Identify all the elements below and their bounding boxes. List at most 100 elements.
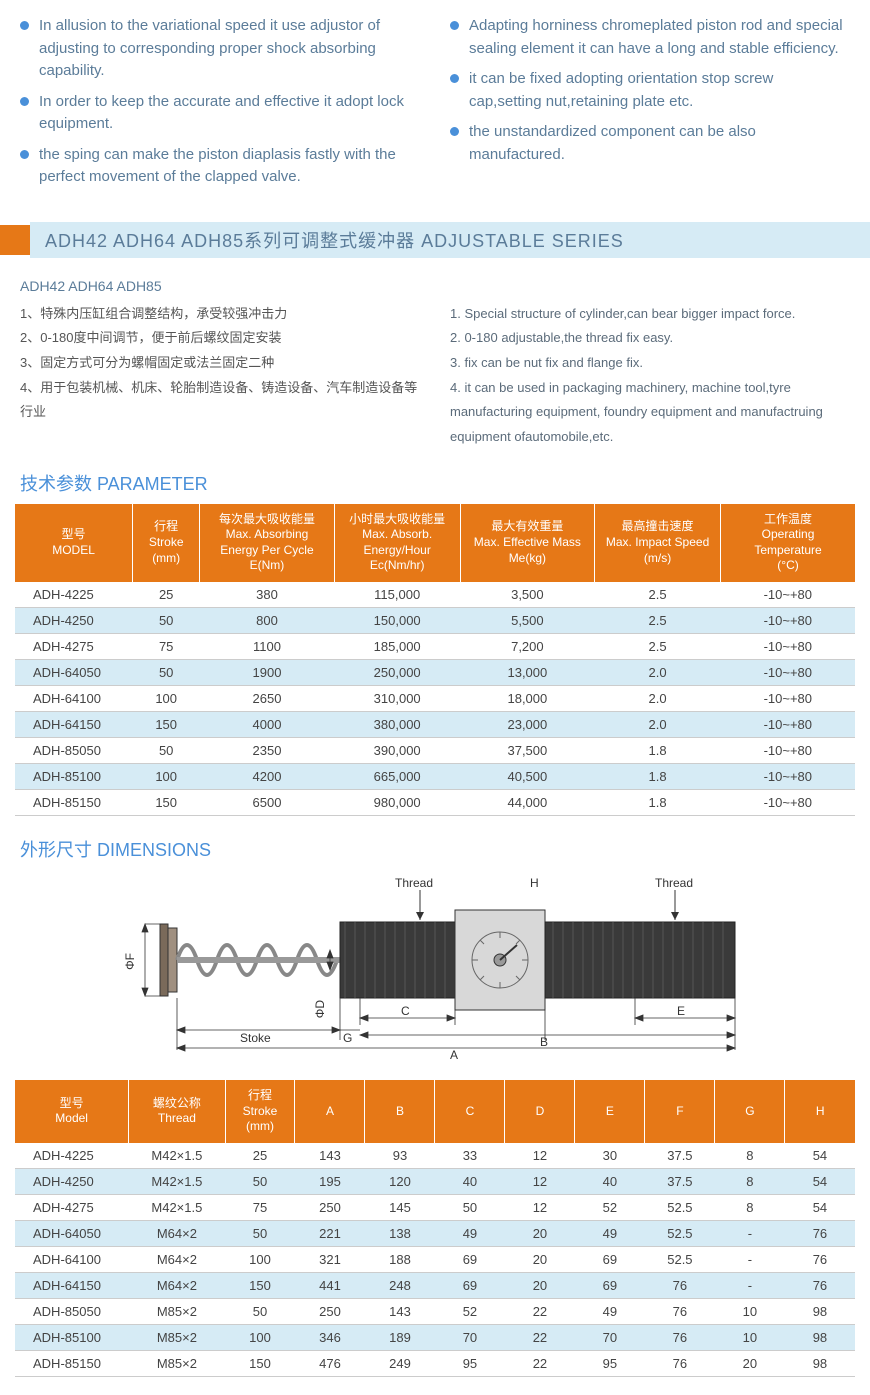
table-cell: 321 <box>295 1246 365 1272</box>
table-row: ADH-425050800150,0005,5002.5-10~+80 <box>15 608 855 634</box>
table-header: 工作温度OperatingTemperature(°C) <box>721 504 855 582</box>
table-cell: 70 <box>575 1324 645 1350</box>
table-cell: 221 <box>295 1220 365 1246</box>
table-cell: ADH-85100 <box>15 764 133 790</box>
table-cell: 98 <box>785 1298 855 1324</box>
table-cell: 20 <box>505 1220 575 1246</box>
table-row: ADH-851501506500980,00044,0001.8-10~+80 <box>15 790 855 816</box>
note-line: 2. 0-180 adjustable,the thread fix easy. <box>450 326 850 351</box>
table-cell: -10~+80 <box>721 790 855 816</box>
table-header: 行程Stroke(mm) <box>133 504 200 582</box>
bullets-right: Adapting horniness chromeplated piston r… <box>450 15 850 197</box>
table-cell: 22 <box>505 1350 575 1376</box>
table-row: ADH-85050M85×250250143522249761098 <box>15 1298 855 1324</box>
table-cell: 20 <box>715 1350 785 1376</box>
table-cell: 40 <box>435 1168 505 1194</box>
table-cell: 7,200 <box>460 634 594 660</box>
table-row: ADH-85050502350390,00037,5001.8-10~+80 <box>15 738 855 764</box>
table-cell: 143 <box>295 1143 365 1169</box>
table-cell: 13,000 <box>460 660 594 686</box>
table-cell: -10~+80 <box>721 582 855 608</box>
table-cell: 390,000 <box>334 738 460 764</box>
table-cell: 150 <box>225 1350 295 1376</box>
table-cell: 115,000 <box>334 582 460 608</box>
table-cell: 2.0 <box>595 686 721 712</box>
table-cell: 69 <box>435 1246 505 1272</box>
table-cell: 70 <box>435 1324 505 1350</box>
table-cell: ADH-4250 <box>15 1168 129 1194</box>
note-line: 1. Special structure of cylinder,can bea… <box>450 302 850 327</box>
table-cell: 18,000 <box>460 686 594 712</box>
table-cell: 50 <box>225 1220 295 1246</box>
table-cell: 2.0 <box>595 712 721 738</box>
table-cell: 1100 <box>200 634 334 660</box>
table-cell: 49 <box>575 1220 645 1246</box>
bullet-text: In order to keep the accurate and effect… <box>39 91 420 136</box>
bullet-dot-icon <box>450 21 459 30</box>
table-cell: 150 <box>225 1272 295 1298</box>
table-row: ADH-4250M42×1.55019512040124037.5854 <box>15 1168 855 1194</box>
table-cell: 44,000 <box>460 790 594 816</box>
table-cell: 50 <box>225 1168 295 1194</box>
table-cell: 2650 <box>200 686 334 712</box>
table-cell: 188 <box>365 1246 435 1272</box>
table-row: ADH-64100M64×210032118869206952.5-76 <box>15 1246 855 1272</box>
table-cell: M64×2 <box>129 1220 225 1246</box>
table-cell: ADH-4275 <box>15 634 133 660</box>
table-cell: 665,000 <box>334 764 460 790</box>
table-cell: ADH-64150 <box>15 712 133 738</box>
table-cell: - <box>715 1220 785 1246</box>
table-cell: 2.5 <box>595 608 721 634</box>
table-cell: 95 <box>435 1350 505 1376</box>
table-cell: 800 <box>200 608 334 634</box>
table-cell: 69 <box>575 1272 645 1298</box>
table-cell: 30 <box>575 1143 645 1169</box>
table-header: 每次最大吸收能量Max. AbsorbingEnergy Per CycleE(… <box>200 504 334 582</box>
table-header: H <box>785 1080 855 1143</box>
label-thread1: Thread <box>395 876 433 890</box>
bullet-text: the sping can make the piston diaplasis … <box>39 144 420 189</box>
table-cell: 8 <box>715 1194 785 1220</box>
table-cell: 23,000 <box>460 712 594 738</box>
table-cell: 40 <box>575 1168 645 1194</box>
table-cell: 52 <box>575 1194 645 1220</box>
table-cell: 76 <box>645 1324 715 1350</box>
feature-bullets: In allusion to the variational speed it … <box>0 0 870 212</box>
table-cell: 95 <box>575 1350 645 1376</box>
bullet-dot-icon <box>20 97 29 106</box>
table-cell: ADH-64100 <box>15 686 133 712</box>
accent-block <box>0 225 30 255</box>
note-line: 2、0-180度中间调节，便于前后螺纹固定安装 <box>20 326 420 351</box>
bullet-dot-icon <box>450 74 459 83</box>
bullets-left: In allusion to the variational speed it … <box>20 15 420 197</box>
table-cell: 138 <box>365 1220 435 1246</box>
table-cell: -10~+80 <box>721 764 855 790</box>
notes-en: 1. Special structure of cylinder,can bea… <box>450 302 850 450</box>
table-cell: 49 <box>575 1298 645 1324</box>
table-cell: M42×1.5 <box>129 1143 225 1169</box>
table-header: G <box>715 1080 785 1143</box>
table-cell: 76 <box>785 1220 855 1246</box>
table-row: ADH-4275751100185,0007,2002.5-10~+80 <box>15 634 855 660</box>
table-cell: 2350 <box>200 738 334 764</box>
label-phiD: ΦD <box>313 1000 327 1018</box>
table-cell: M85×2 <box>129 1324 225 1350</box>
shock-absorber-svg <box>115 880 755 1060</box>
table-cell: 69 <box>435 1272 505 1298</box>
table-cell: 37,500 <box>460 738 594 764</box>
table-row: ADH-641001002650310,00018,0002.0-10~+80 <box>15 686 855 712</box>
label-a: A <box>450 1048 458 1062</box>
table-cell: 54 <box>785 1194 855 1220</box>
table-cell: 52.5 <box>645 1194 715 1220</box>
table-cell: 52.5 <box>645 1220 715 1246</box>
table-cell: 37.5 <box>645 1168 715 1194</box>
note-line: 4. it can be used in packaging machinery… <box>450 376 850 450</box>
table-cell: 150 <box>133 790 200 816</box>
table-cell: M85×2 <box>129 1350 225 1376</box>
bullet-text: it can be fixed adopting orientation sto… <box>469 68 850 113</box>
note-line: 4、用于包装机械、机床、轮胎制造设备、铸造设备、汽车制造设备等行业 <box>20 376 420 425</box>
table-cell: 150,000 <box>334 608 460 634</box>
parameter-table: 型号MODEL行程Stroke(mm)每次最大吸收能量Max. Absorbin… <box>15 504 855 816</box>
table-cell: 250 <box>295 1194 365 1220</box>
label-phiF: ΦF <box>123 953 137 970</box>
